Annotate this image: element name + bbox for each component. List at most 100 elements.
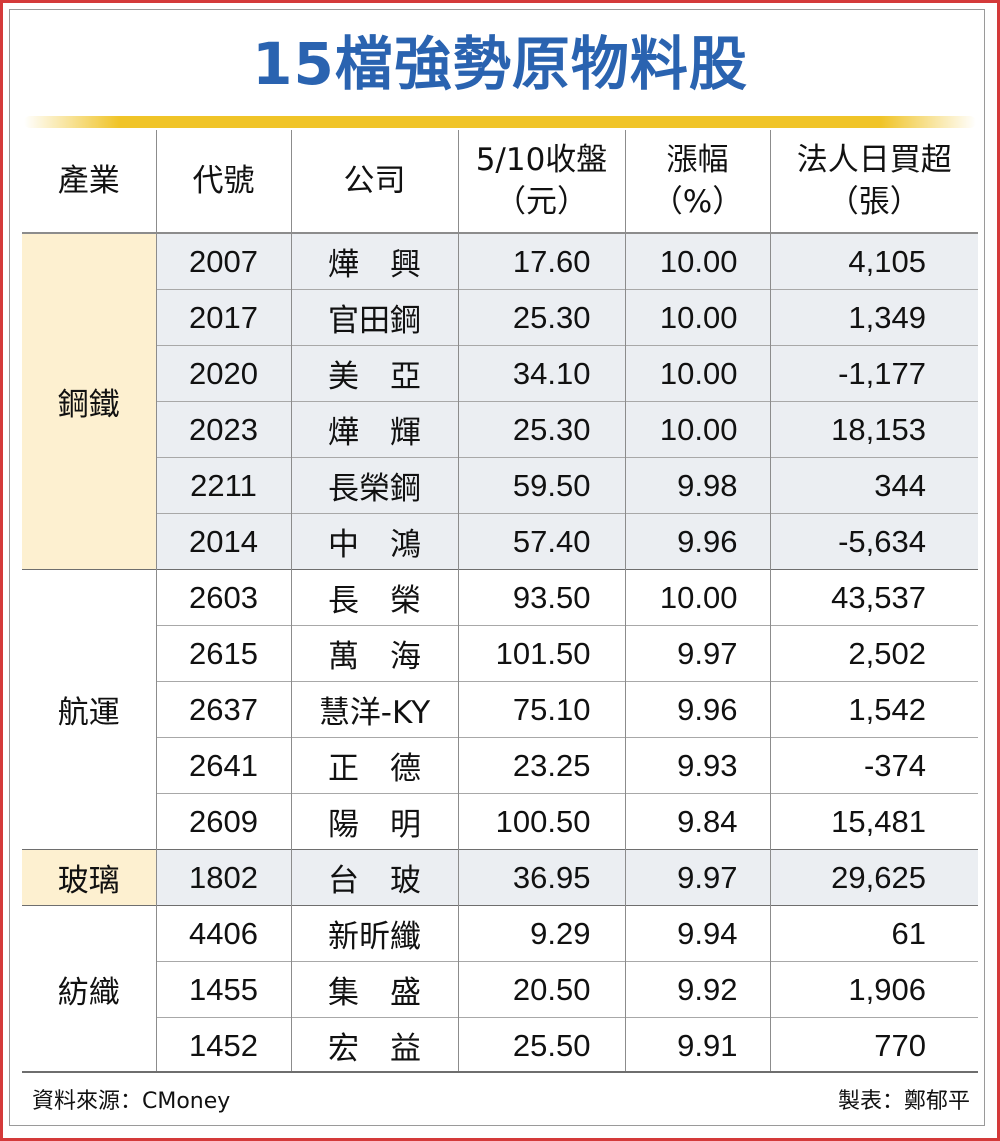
table-row: 2641 正 德 23.25 9.93 -374 (22, 737, 978, 794)
header-industry: 產業 (22, 130, 156, 233)
stock-code-cell: 2615 (155, 625, 291, 682)
change-pct-cell: 10.00 (624, 232, 770, 290)
company-name-cell: 集 盛 (290, 961, 458, 1018)
stock-code-cell: 1452 (155, 1017, 291, 1073)
change-pct-cell: 10.00 (624, 289, 770, 346)
change-pct-cell: 10.00 (624, 401, 770, 458)
company-name-cell: 美 亞 (290, 345, 458, 402)
stock-code-cell: 1455 (155, 961, 291, 1018)
net-buy-cell: 29,625 (769, 849, 978, 906)
table-row: 紡織 4406 新昕纖 9.29 9.94 61 (22, 905, 978, 1073)
inner-frame (9, 9, 985, 1126)
stock-code-cell: 4406 (155, 905, 291, 962)
close-price-cell: 20.50 (457, 961, 625, 1018)
stock-code-cell: 2603 (155, 569, 291, 626)
page-title: 15檔強勢原物料股 (252, 30, 748, 98)
header-net-buy: 法人日買超 （張） (769, 130, 978, 233)
close-price-cell: 101.50 (457, 625, 625, 682)
close-price-cell: 25.50 (457, 1017, 625, 1073)
table-header: 產業 代號 公司 5/10收盤 （元） 漲幅 （%） 法人日買超 （張） (22, 130, 978, 233)
header-company-label: 公司 (343, 163, 406, 199)
change-pct-cell: 9.92 (624, 961, 770, 1018)
title-underline (24, 116, 976, 128)
header-close: 5/10收盤 （元） (457, 130, 625, 233)
company-name-cell: 官田鋼 (290, 289, 458, 346)
net-buy-cell: 61 (769, 905, 978, 962)
table-row: 2014 中 鴻 57.40 9.96 -5,634 (22, 513, 978, 570)
close-price-cell: 25.30 (457, 289, 625, 346)
header-change-line1: 漲幅 (666, 142, 729, 178)
header-code: 代號 (155, 130, 291, 233)
net-buy-cell: 1,906 (769, 961, 978, 1018)
table-row: 1452 宏 益 25.50 9.91 770 (22, 1017, 978, 1073)
net-buy-cell: 1,349 (769, 289, 978, 346)
net-buy-cell: 1,542 (769, 681, 978, 738)
net-buy-cell: 770 (769, 1017, 978, 1073)
change-pct-cell: 9.84 (624, 793, 770, 850)
industry-cell: 紡織 (22, 905, 156, 1073)
header-close-line1: 5/10收盤 (475, 142, 608, 178)
change-pct-cell: 9.94 (624, 905, 770, 962)
close-price-cell: 34.10 (457, 345, 625, 402)
company-name-cell: 燁 興 (290, 232, 458, 290)
industry-cell: 鋼鐵 (22, 232, 156, 570)
table-row: 玻璃 1802 台 玻 36.95 9.97 29,625 (22, 849, 978, 906)
stock-code-cell: 1802 (155, 849, 291, 906)
company-name-cell: 慧洋-KY (290, 681, 458, 738)
stock-code-cell: 2017 (155, 289, 291, 346)
table-body: 鋼鐵 2007 燁 興 17.60 10.00 4,105 2017 官田鋼 25.30 10.0… (22, 232, 978, 1073)
change-pct-cell: 9.97 (624, 849, 770, 906)
stock-code-cell: 2007 (155, 232, 291, 290)
change-pct-cell: 9.91 (624, 1017, 770, 1073)
net-buy-cell: -5,634 (769, 513, 978, 570)
close-price-cell: 36.95 (457, 849, 625, 906)
table-row: 2211 長榮鋼 59.50 9.98 344 (22, 457, 978, 514)
stock-code-cell: 2014 (155, 513, 291, 570)
change-pct-cell: 10.00 (624, 569, 770, 626)
change-pct-cell: 10.00 (624, 345, 770, 402)
close-price-cell: 17.60 (457, 232, 625, 290)
source-note: 資料來源：CMoney (32, 1089, 231, 1114)
close-price-cell: 59.50 (457, 457, 625, 514)
header-net-line1: 法人日買超 (796, 142, 952, 178)
net-buy-cell: 2,502 (769, 625, 978, 682)
stock-code-cell: 2609 (155, 793, 291, 850)
table-row: 鋼鐵 2007 燁 興 17.60 10.00 4,105 (22, 232, 978, 570)
net-buy-cell: -1,177 (769, 345, 978, 402)
stock-code-cell: 2211 (155, 457, 291, 514)
company-name-cell: 陽 明 (290, 793, 458, 850)
header-industry-label: 產業 (57, 163, 120, 199)
close-price-cell: 93.50 (457, 569, 625, 626)
close-price-cell: 57.40 (457, 513, 625, 570)
stock-code-cell: 2020 (155, 345, 291, 402)
change-pct-cell: 9.93 (624, 737, 770, 794)
company-name-cell: 長榮鋼 (290, 457, 458, 514)
change-pct-cell: 9.97 (624, 625, 770, 682)
table-row: 2615 萬 海 101.50 9.97 2,502 (22, 625, 978, 682)
table-row: 2020 美 亞 34.10 10.00 -1,177 (22, 345, 978, 402)
header-change-line2: （%） (651, 184, 744, 220)
change-pct-cell: 9.96 (624, 681, 770, 738)
company-name-cell: 宏 益 (290, 1017, 458, 1073)
header-change: 漲幅 （%） (624, 130, 770, 233)
header-close-line2: （元） (495, 184, 588, 220)
change-pct-cell: 9.96 (624, 513, 770, 570)
table-row: 2017 官田鋼 25.30 10.00 1,349 (22, 289, 978, 346)
close-price-cell: 75.10 (457, 681, 625, 738)
company-name-cell: 正 德 (290, 737, 458, 794)
table-row: 2637 慧洋-KY 75.10 9.96 1,542 (22, 681, 978, 738)
header-net-line2: （張） (827, 184, 921, 220)
table-row: 2023 燁 輝 25.30 10.00 18,153 (22, 401, 978, 458)
net-buy-cell: 18,153 (769, 401, 978, 458)
table-row: 2609 陽 明 100.50 9.84 15,481 (22, 793, 978, 850)
company-name-cell: 長 榮 (290, 569, 458, 626)
table-row: 航運 2603 長 榮 93.50 10.00 43,537 (22, 569, 978, 850)
company-name-cell: 新昕纖 (290, 905, 458, 962)
table-row: 1455 集 盛 20.50 9.92 1,906 (22, 961, 978, 1018)
net-buy-cell: 4,105 (769, 232, 978, 290)
close-price-cell: 100.50 (457, 793, 625, 850)
stock-code-cell: 2641 (155, 737, 291, 794)
industry-cell: 航運 (22, 569, 156, 850)
close-price-cell: 23.25 (457, 737, 625, 794)
stock-code-cell: 2637 (155, 681, 291, 738)
